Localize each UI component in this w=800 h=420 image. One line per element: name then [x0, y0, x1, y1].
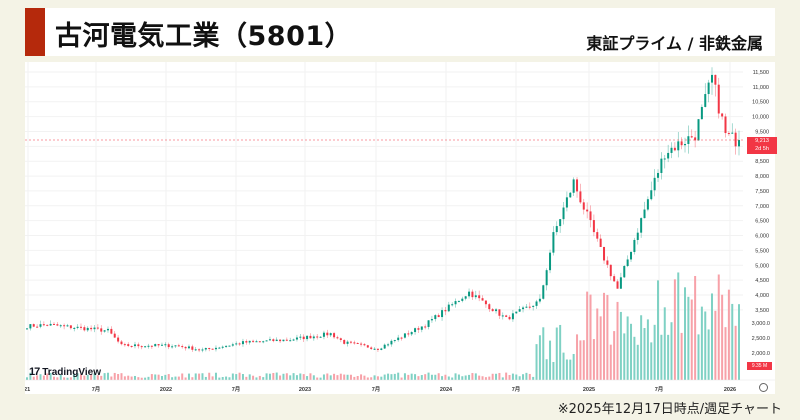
svg-text:2022: 2022 — [160, 387, 172, 393]
stock-chart[interactable]: 11,500 11,000 10,500 10,000 9,500 8,500 8,000 7… — [25, 62, 777, 394]
svg-text:3,500: 3,500 — [755, 308, 769, 314]
svg-text:11,500: 11,500 — [753, 70, 769, 76]
svg-text:7,500: 7,500 — [755, 189, 769, 195]
gear-icon[interactable] — [759, 383, 768, 392]
page-title: 古河電気工業（5801） — [55, 21, 353, 52]
header-accent-bar — [25, 8, 45, 56]
svg-text:2024: 2024 — [440, 387, 453, 393]
svg-text:2023: 2023 — [299, 387, 311, 393]
svg-text:2,500.0: 2,500.0 — [752, 336, 770, 342]
svg-text:2,000.0: 2,000.0 — [752, 351, 770, 357]
svg-text:7月: 7月 — [372, 385, 381, 393]
svg-text:8,000: 8,000 — [755, 174, 769, 180]
svg-text:8,500: 8,500 — [755, 159, 769, 165]
svg-text:9,500: 9,500 — [755, 129, 769, 135]
svg-text:7月: 7月 — [512, 385, 521, 393]
svg-text:3,000.0: 3,000.0 — [752, 321, 770, 327]
svg-text:021: 021 — [25, 387, 30, 393]
svg-text:6,500: 6,500 — [755, 219, 769, 225]
svg-text:7,000: 7,000 — [755, 204, 769, 210]
footnote: ※2025年12月17日時点/週足チャート — [557, 402, 782, 417]
svg-text:4,000: 4,000 — [755, 293, 769, 299]
tradingview-mark-icon: 17 — [29, 366, 40, 378]
header-panel: 古河電気工業（5801） 東証プライム / 非鉄金属 — [25, 8, 775, 56]
market-sector-label: 東証プライム / 非鉄金属 — [586, 34, 763, 53]
svg-text:7月: 7月 — [232, 385, 241, 393]
tradingview-logo: 17 TradingView — [29, 366, 101, 378]
candlestick-chart-canvas[interactable]: 11,500 11,000 10,500 10,000 9,500 8,500 8,000 7… — [25, 62, 775, 394]
current-volume-badge: 9.35 M — [747, 362, 772, 370]
svg-text:6,000: 6,000 — [755, 234, 769, 240]
svg-text:5,000: 5,000 — [755, 263, 769, 269]
svg-text:4,500: 4,500 — [755, 278, 769, 284]
svg-text:5,500: 5,500 — [755, 248, 769, 254]
svg-text:2026: 2026 — [724, 387, 736, 393]
svg-text:10,500: 10,500 — [752, 100, 769, 106]
svg-text:10,000: 10,000 — [752, 115, 769, 121]
current-price-badge: 9,213 2d 5h — [747, 137, 777, 154]
svg-text:7月: 7月 — [92, 385, 101, 393]
svg-text:7月: 7月 — [655, 385, 664, 393]
svg-text:2025: 2025 — [583, 387, 595, 393]
svg-text:11,000: 11,000 — [753, 85, 769, 91]
